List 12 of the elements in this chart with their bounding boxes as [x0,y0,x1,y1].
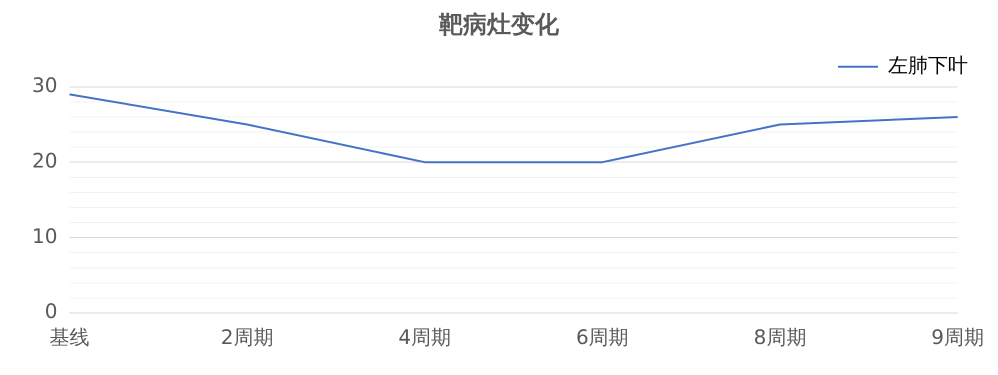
legend-label: 左肺下叶 [888,53,968,78]
x-tick-label: 6周期 [576,325,629,350]
x-tick-label: 4周期 [398,325,452,350]
x-tick-label: 基线 [49,325,90,350]
chart-title: 靶病灶变化 [438,10,560,39]
x-tick-label: 2周期 [220,325,274,350]
x-tick-label: 9周期 [931,325,984,350]
y-tick-label: 20 [32,148,58,172]
y-tick-label: 10 [32,224,58,248]
y-tick-label: 30 [32,73,58,98]
x-tick-label: 8周期 [754,325,806,350]
y-tick-label: 0 [44,299,58,324]
